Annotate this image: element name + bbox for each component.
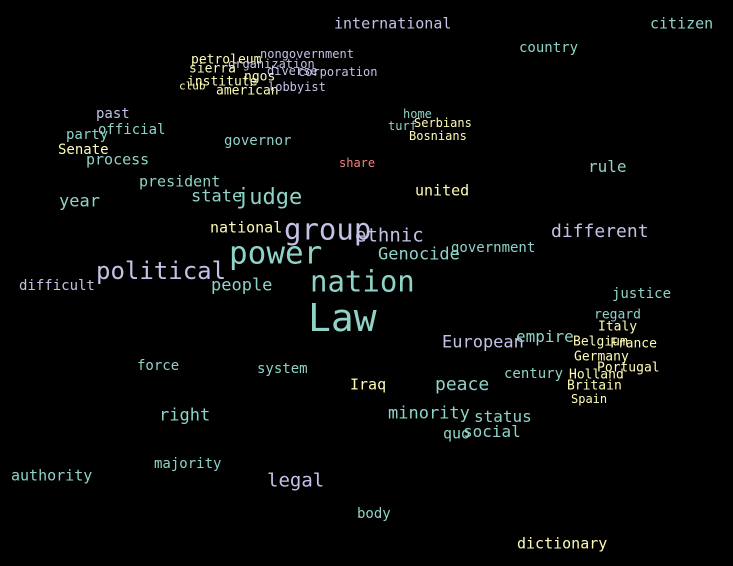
word-year: year: [59, 191, 100, 212]
word-britain: Britain: [567, 378, 622, 394]
word-bosnians: Bosnians: [409, 129, 467, 143]
word-united: united: [415, 181, 470, 200]
word-state: state: [191, 186, 243, 207]
word-nation: nation: [310, 264, 415, 299]
word-portugal: Portugal: [597, 360, 660, 376]
word-justice: justice: [612, 286, 672, 302]
word-ngos: ngos: [244, 69, 276, 85]
word-regard: regard: [594, 307, 641, 323]
word-dictionary: dictionary: [517, 534, 608, 553]
word-president: president: [139, 172, 221, 191]
word-home: home: [403, 107, 432, 121]
word-sierra: sierra: [189, 61, 236, 77]
word-peace: peace: [435, 374, 490, 395]
word-nongovernment: nongovernment: [260, 47, 354, 61]
word-genocide: Genocide: [378, 244, 460, 265]
word-citizen: citizen: [650, 14, 714, 33]
word-different: different: [551, 221, 649, 242]
word-international: international: [334, 14, 452, 33]
word-law: Law: [308, 296, 377, 340]
word-right: right: [159, 405, 211, 426]
word-process: process: [86, 150, 150, 169]
word-authority: authority: [11, 466, 93, 485]
word-organization: organization: [228, 57, 315, 71]
word-empire: empire: [516, 327, 574, 346]
word-turf: turf: [388, 119, 417, 133]
word-system: system: [257, 361, 308, 377]
word-germany: Germany: [574, 349, 629, 365]
word-judge: judge: [236, 185, 303, 210]
word-france: France: [610, 336, 657, 352]
word-quo: quo: [443, 424, 471, 443]
word-force: force: [137, 358, 180, 374]
word-serbians: Serbians: [414, 116, 472, 130]
word-corporation: corporation: [298, 65, 378, 79]
word-government: government: [451, 240, 536, 256]
word-national: national: [210, 218, 283, 237]
word-institute: institute: [187, 74, 258, 90]
word-party: party: [66, 127, 109, 143]
word-minority: minority: [388, 403, 470, 424]
word-petroleum: petroleum: [191, 52, 262, 68]
word-iraq: Iraq: [350, 375, 387, 394]
word-diverse: diverse: [267, 64, 318, 78]
word-european: European: [442, 332, 524, 353]
word-share: share: [339, 156, 376, 170]
word-century: century: [504, 366, 564, 382]
word-legal: legal: [267, 469, 325, 492]
word-majority: majority: [154, 456, 222, 472]
word-spain: Spain: [571, 392, 608, 406]
word-social: social: [463, 422, 521, 441]
word-status: status: [474, 407, 532, 426]
word-power: power: [229, 235, 323, 272]
word-official: official: [98, 122, 166, 138]
word-club: club: [179, 79, 206, 93]
word-american: american: [216, 83, 279, 99]
word-body: body: [357, 506, 391, 522]
word-group: group: [284, 212, 372, 247]
word-past: past: [96, 106, 130, 122]
word-difficult: difficult: [19, 278, 95, 294]
word-senate: Senate: [58, 142, 109, 158]
word-people: people: [211, 275, 273, 296]
word-political: political: [96, 257, 227, 285]
word-ethnic: ethnic: [355, 224, 424, 247]
word-country: country: [519, 40, 579, 56]
word-belgium: Belgium: [573, 334, 628, 350]
word-lobbyist: lobbyist: [268, 80, 326, 94]
word-governor: governor: [224, 133, 292, 149]
word-italy: Italy: [598, 319, 638, 335]
word-holland: Holland: [569, 367, 624, 383]
word-rule: rule: [588, 157, 627, 176]
